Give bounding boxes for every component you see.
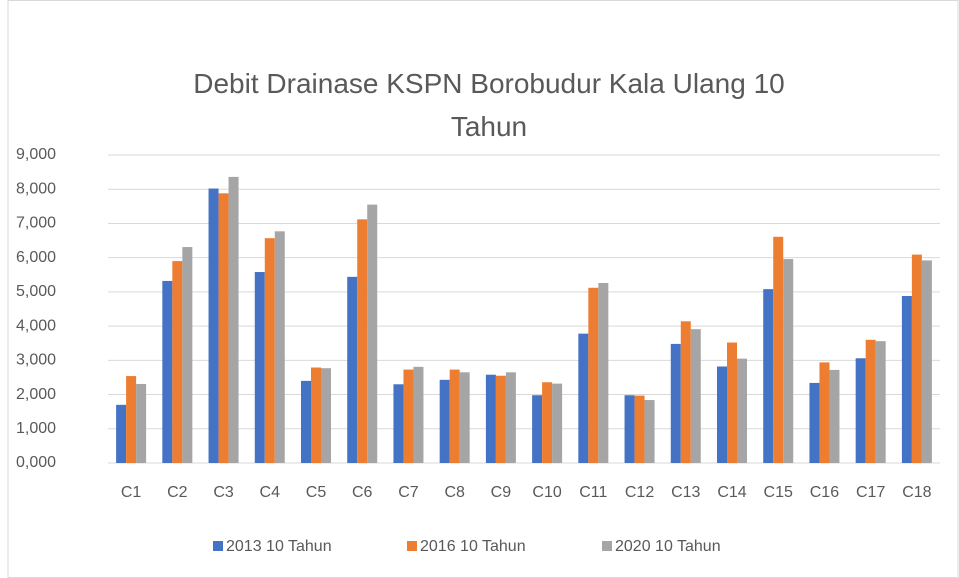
x-tick-label: C10 xyxy=(532,484,561,501)
legend-swatch xyxy=(407,541,417,551)
bar xyxy=(208,188,219,463)
bar xyxy=(542,382,553,463)
bar xyxy=(459,372,470,463)
legend-label: 2013 10 Tahun xyxy=(226,538,332,555)
bar xyxy=(911,254,922,463)
x-tick-label: C11 xyxy=(579,484,607,501)
legend-swatch xyxy=(213,541,223,551)
x-tick-label: C4 xyxy=(260,484,281,501)
bar xyxy=(228,176,239,463)
y-tick-label: 5,000 xyxy=(16,283,56,300)
chart-title: Debit Drainase KSPN Borobudur Kala Ulang… xyxy=(193,68,785,142)
bar xyxy=(505,372,516,463)
bar xyxy=(819,362,830,463)
bar xyxy=(532,395,543,463)
x-tick-label: C5 xyxy=(306,484,327,501)
y-tick-label: 8,000 xyxy=(16,180,56,197)
bar xyxy=(783,259,794,463)
bar xyxy=(218,193,229,463)
bar xyxy=(578,333,589,463)
y-tick-label: 4,000 xyxy=(16,317,56,334)
bar xyxy=(588,287,599,463)
bar xyxy=(670,343,681,463)
bar xyxy=(254,272,265,463)
legend-label: 2016 10 Tahun xyxy=(420,538,526,555)
bar xyxy=(485,374,496,463)
bar xyxy=(116,404,127,463)
bar xyxy=(829,369,840,463)
y-tick-label: 7,000 xyxy=(16,215,56,232)
y-tick-label: 9,000 xyxy=(16,146,56,163)
bar xyxy=(264,238,275,463)
bar xyxy=(311,367,321,463)
y-tick-label: 1,000 xyxy=(16,420,56,437)
x-tick-label: C12 xyxy=(625,484,654,501)
bar xyxy=(136,383,147,463)
bar xyxy=(727,342,737,463)
x-tick-label: C2 xyxy=(167,484,188,501)
x-tick-label: C1 xyxy=(121,484,142,501)
bar xyxy=(439,379,450,463)
bar xyxy=(634,395,645,463)
bar xyxy=(763,289,774,463)
x-tick-label: C13 xyxy=(671,484,700,501)
bar xyxy=(274,231,285,463)
x-tick-label: C17 xyxy=(856,484,885,501)
bar xyxy=(855,358,866,463)
bar xyxy=(449,369,460,463)
bar xyxy=(357,219,368,463)
y-tick-label: 0,000 xyxy=(16,454,56,471)
x-tick-label: C8 xyxy=(444,484,465,501)
y-tick-label: 6,000 xyxy=(16,249,56,266)
bar xyxy=(809,382,820,463)
bar xyxy=(182,247,193,463)
bar xyxy=(413,366,424,463)
bar xyxy=(773,236,784,463)
y-tick-label: 2,000 xyxy=(16,386,56,403)
bar xyxy=(495,375,506,463)
x-tick-label: C9 xyxy=(491,484,512,501)
bar xyxy=(172,261,183,463)
bar xyxy=(644,400,655,463)
bar xyxy=(367,204,378,463)
x-tick-label: C7 xyxy=(398,484,419,501)
x-tick-label: C18 xyxy=(902,484,931,501)
bar xyxy=(865,339,876,463)
bar xyxy=(347,276,358,463)
bar xyxy=(680,321,691,463)
x-tick-label: C14 xyxy=(717,484,746,501)
bar xyxy=(624,395,635,463)
bar xyxy=(901,295,912,463)
bar xyxy=(875,341,886,463)
legend-label: 2020 10 Tahun xyxy=(615,538,721,555)
bar xyxy=(126,376,137,463)
bar xyxy=(921,260,932,463)
bar xyxy=(598,282,609,463)
bar xyxy=(321,368,331,463)
x-tick-label: C3 xyxy=(213,484,234,501)
y-tick-label: 3,000 xyxy=(16,352,56,369)
legend-swatch xyxy=(602,541,612,551)
x-tick-label: C6 xyxy=(352,484,373,501)
x-tick-label: C15 xyxy=(764,484,793,501)
bar xyxy=(301,380,311,463)
bar xyxy=(552,383,563,463)
bar xyxy=(737,358,747,463)
bar xyxy=(717,366,727,463)
bar xyxy=(393,384,404,463)
bar xyxy=(690,329,701,463)
x-tick-label: C16 xyxy=(810,484,839,501)
bar xyxy=(162,280,173,463)
bar xyxy=(403,369,414,463)
